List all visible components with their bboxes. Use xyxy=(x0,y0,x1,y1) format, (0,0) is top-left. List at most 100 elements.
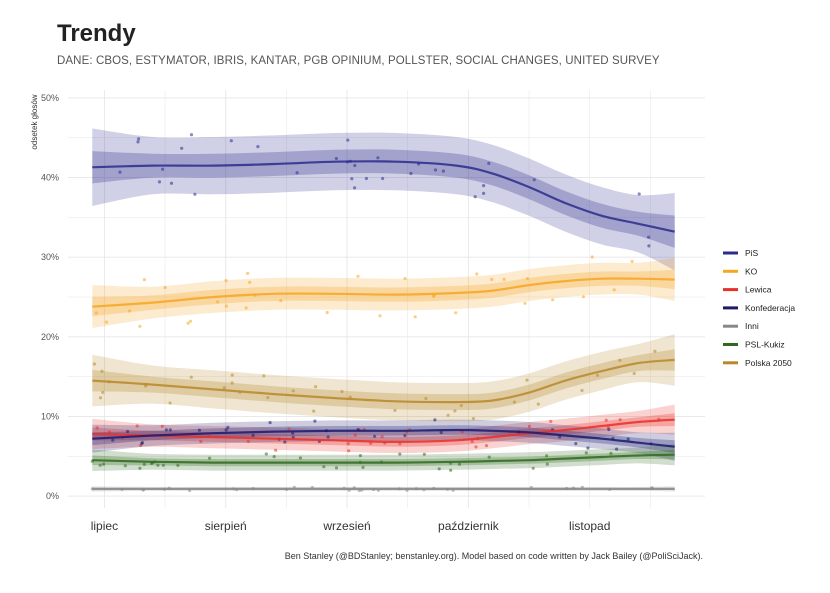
poll-point xyxy=(527,424,532,428)
poll-point xyxy=(224,428,228,432)
y-tick-label: 40% xyxy=(41,173,59,183)
trend-line-polska-2050 xyxy=(92,358,675,404)
poll-point xyxy=(512,400,517,404)
poll-point xyxy=(586,446,590,450)
legend-label: Inni xyxy=(745,321,759,331)
poll-point xyxy=(312,409,316,413)
poll-point xyxy=(287,427,291,431)
poll-point xyxy=(325,310,329,315)
poll-point xyxy=(199,439,203,444)
trend-line-lewica xyxy=(92,418,675,444)
x-tick-label: wrzesień xyxy=(322,519,370,533)
chart-title: Trendy xyxy=(57,20,136,47)
poll-point xyxy=(532,178,536,182)
y-axis: 0% 10% 20% 30% 40% 50% xyxy=(41,93,59,501)
poll-point xyxy=(188,319,193,323)
poll-point xyxy=(482,191,486,195)
poll-point xyxy=(482,184,486,188)
poll-point xyxy=(224,304,228,308)
y-tick-label: 20% xyxy=(41,332,59,342)
poll-point xyxy=(244,306,248,310)
legend-label: PiS xyxy=(745,248,759,258)
poll-point xyxy=(291,389,295,393)
poll-point xyxy=(353,186,357,190)
poll-point xyxy=(104,320,109,324)
poll-point xyxy=(433,168,438,172)
poll-point xyxy=(376,156,380,160)
poll-point xyxy=(163,285,167,290)
poll-point xyxy=(334,156,338,161)
poll-point xyxy=(180,146,184,150)
poll-point xyxy=(484,444,489,448)
poll-point xyxy=(487,161,491,165)
poll-point xyxy=(222,386,226,390)
uncertainty-band-pis xyxy=(92,128,675,271)
legend-item: PiS xyxy=(723,248,759,258)
chart-caption: Ben Stanley (@BDStanley; benstanley.org)… xyxy=(284,551,703,561)
poll-point xyxy=(262,374,266,378)
poll-point xyxy=(353,163,357,168)
poll-point xyxy=(361,465,365,469)
poll-point xyxy=(230,373,234,377)
poll-point xyxy=(268,421,272,425)
poll-point xyxy=(314,385,318,389)
poll-point xyxy=(647,244,651,248)
x-tick-label: sierpień xyxy=(205,519,247,533)
poll-point xyxy=(295,171,299,175)
poll-point xyxy=(545,462,549,466)
poll-point xyxy=(216,300,220,304)
poll-point xyxy=(424,396,428,401)
poll-point xyxy=(138,466,142,470)
poll-point xyxy=(531,466,535,470)
poll-point xyxy=(653,349,657,353)
poll-point xyxy=(626,437,630,441)
poll-point xyxy=(326,435,330,439)
poll-point xyxy=(246,271,250,275)
poll-point xyxy=(334,466,339,470)
poll-point xyxy=(101,390,105,394)
uncertainty-band-konfederacja xyxy=(92,419,675,461)
poll-point xyxy=(272,455,276,459)
poll-point xyxy=(358,454,362,458)
poll-point xyxy=(453,409,457,413)
poll-point xyxy=(381,176,385,181)
poll-point xyxy=(630,259,634,264)
legend-item: Inni xyxy=(723,321,759,331)
poll-point xyxy=(156,463,160,467)
poll-point xyxy=(525,378,529,382)
poll-point xyxy=(350,177,354,181)
poll-point xyxy=(224,279,228,283)
poll-point xyxy=(161,463,165,467)
poll-point xyxy=(471,417,475,421)
poll-point xyxy=(322,465,326,469)
poll-point xyxy=(100,369,104,373)
poll-point xyxy=(164,428,168,432)
x-tick-label: listopad xyxy=(569,519,610,533)
poll-point xyxy=(340,389,344,394)
poll-point xyxy=(433,418,437,422)
uncertainty-band-polska-2050 xyxy=(92,334,675,422)
x-tick-label: październik xyxy=(438,519,500,533)
poll-point xyxy=(607,427,611,432)
poll-point xyxy=(549,419,553,423)
x-tick-label: lipiec xyxy=(91,519,118,533)
poll-point xyxy=(502,277,506,281)
poll-point xyxy=(92,362,96,366)
legend-item: Konfederacja xyxy=(723,303,795,313)
legend-item: Polska 2050 xyxy=(723,358,792,368)
poll-point xyxy=(551,298,555,302)
poll-point xyxy=(160,424,164,428)
poll-point xyxy=(123,464,127,468)
poll-point xyxy=(137,137,141,141)
legend-label: Lewica xyxy=(745,285,772,295)
poll-point xyxy=(346,138,350,142)
legend-item: PSL-Kukiz xyxy=(723,340,785,350)
poll-point xyxy=(449,468,453,472)
trend-line-ko xyxy=(92,277,675,308)
poll-point xyxy=(266,396,270,400)
y-tick-label: 10% xyxy=(41,411,59,421)
poll-point xyxy=(632,371,636,376)
poll-point xyxy=(473,195,477,199)
poll-point xyxy=(94,311,98,315)
